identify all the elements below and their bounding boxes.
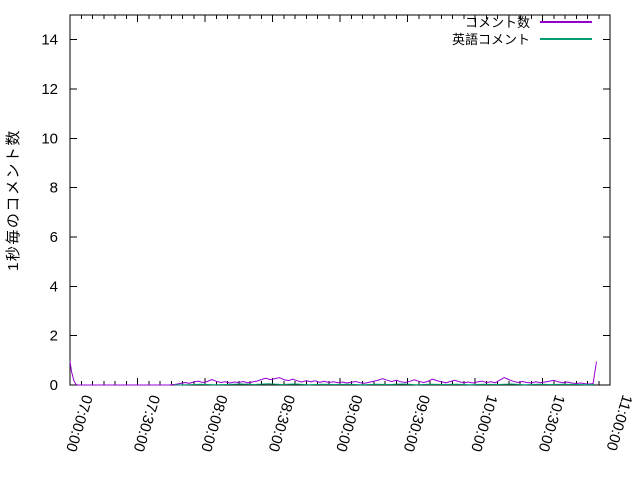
x-tick-label: 11:00:00 — [602, 393, 635, 453]
legend-label-comments: コメント数 — [464, 15, 530, 30]
series-line-1 — [174, 383, 595, 386]
legend-line-english-comments-swatch — [540, 37, 592, 40]
y-tick-label: 6 — [50, 229, 58, 246]
legend-line-comments-swatch — [540, 20, 592, 23]
series-line-0 — [69, 361, 597, 386]
y-tick-label: 2 — [50, 328, 58, 345]
x-tick-label: 10:00:00 — [467, 393, 500, 454]
x-tick-label: 08:00:00 — [197, 393, 230, 454]
x-tick-label: 07:00:00 — [62, 393, 95, 454]
y-tick-label: 8 — [50, 180, 58, 197]
legend: コメント数 英語コメント — [451, 14, 592, 47]
legend-item-english-comments: 英語コメント — [451, 31, 592, 47]
legend-label-english-comments: 英語コメント — [451, 32, 530, 47]
plot-border — [69, 14, 611, 386]
x-tick-label: 10:30:00 — [535, 393, 568, 454]
y-tick-label: 14 — [41, 32, 58, 49]
x-tick-label: 07:30:00 — [130, 393, 163, 454]
y-axis-title: 1秒毎のコメント数 — [5, 129, 22, 271]
x-tick-label: 08:30:00 — [265, 393, 298, 454]
y-tick-label: 12 — [41, 81, 58, 98]
y-tick-label: 4 — [50, 278, 58, 295]
x-tick-label: 09:00:00 — [332, 393, 365, 454]
x-tick-label: 09:30:00 — [400, 393, 433, 454]
y-tick-label: 0 — [50, 377, 58, 394]
y-tick-label: 10 — [41, 130, 58, 147]
legend-item-comments: コメント数 — [452, 14, 592, 30]
